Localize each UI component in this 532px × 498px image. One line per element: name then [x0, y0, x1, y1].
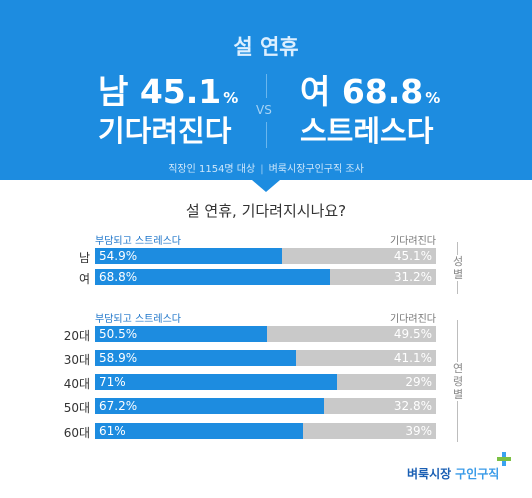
headline-female-value: 여 68.8: [300, 72, 424, 111]
data-label-stress: 58.9%: [99, 351, 138, 365]
survey-source: 직장인 1154명 대상 | 벼룩시장구인구직 조사: [0, 160, 532, 175]
vs-divider-top: [266, 74, 267, 98]
question-title: 설 연휴, 기다려지시나요?: [185, 202, 347, 220]
headline-female-sub: 스트레스다: [300, 114, 434, 148]
bar-row: 68.8% 31.2%: [95, 269, 436, 285]
banner-caret: [252, 180, 280, 192]
headline-female-pct: %: [425, 89, 441, 107]
row-label: 50대: [63, 401, 90, 415]
bar-stress: [95, 423, 303, 439]
vs-label: VS: [256, 103, 272, 117]
data-label-wait: 45.1%: [393, 249, 432, 263]
headline-male-pct: %: [223, 89, 239, 107]
bar-row: 54.9% 45.1%: [95, 248, 436, 264]
row-label: 40대: [63, 377, 90, 391]
data-label-wait: 31.2%: [393, 270, 432, 284]
data-label-wait: 32.8%: [393, 399, 432, 413]
row-label: 30대: [63, 353, 90, 367]
legend-wait: 기다려진다: [390, 236, 436, 247]
data-label-wait: 29%: [405, 375, 432, 389]
data-label-stress: 50.5%: [99, 327, 138, 341]
data-label-wait: 41.1%: [393, 351, 432, 365]
bar-stress: [95, 398, 325, 414]
survey-source-org: 벼룩시장구인구직 조사: [268, 164, 364, 175]
bar-stress: [95, 326, 268, 342]
data-label-stress: 71%: [99, 375, 126, 389]
survey-source-separator: |: [260, 164, 264, 175]
data-label-stress: 61%: [99, 424, 126, 438]
brand-logo-part1: 벼룩시장: [407, 467, 452, 481]
bar-row: 50.5% 49.5%: [95, 326, 436, 342]
legend-wait: 기다려진다: [390, 314, 436, 325]
row-label: 20대: [63, 329, 90, 343]
group-label-char: 별: [452, 387, 464, 401]
headline-male: 남 45.1%: [98, 72, 238, 118]
bar-stress: [95, 248, 283, 264]
data-label-wait: 49.5%: [393, 327, 432, 341]
row-label: 60대: [63, 426, 90, 440]
banner-title: 설 연휴: [233, 35, 299, 59]
data-label-stress: 68.8%: [99, 270, 138, 284]
vs-divider-bottom: [266, 122, 267, 148]
bar-stress: [95, 269, 330, 285]
group-label-char: 령: [452, 374, 464, 388]
brand-logo-part2: 구인구직: [455, 467, 500, 481]
data-label-stress: 54.9%: [99, 249, 138, 263]
bar-stress: [95, 374, 338, 390]
headline-male-sub: 기다려진다: [98, 114, 232, 148]
row-label: 여: [78, 272, 90, 286]
headline-male-value: 남 45.1: [98, 72, 222, 111]
header-banner: 설 연휴 남 45.1% 기다려진다 VS 여 68.8% 스트레스다 직장인 …: [0, 0, 532, 180]
bar-row: 61% 39%: [95, 423, 436, 439]
plus-icon: [497, 452, 511, 466]
data-label-stress: 67.2%: [99, 399, 138, 413]
row-label: 남: [78, 251, 90, 265]
survey-source-target: 직장인 1154명 대상: [168, 164, 256, 175]
data-label-wait: 39%: [405, 424, 432, 438]
headline-female: 여 68.8%: [300, 72, 440, 118]
brand-logo: 벼룩시장 구인구직: [407, 465, 499, 482]
bar-stress: [95, 350, 296, 366]
bar-row: 71% 29%: [95, 374, 436, 390]
group-label-char: 연: [452, 361, 464, 375]
group-label-char: 성: [452, 255, 464, 268]
bar-row: 58.9% 41.1%: [95, 350, 436, 366]
bar-row: 67.2% 32.8%: [95, 398, 436, 414]
group-label-char: 별: [452, 268, 464, 281]
